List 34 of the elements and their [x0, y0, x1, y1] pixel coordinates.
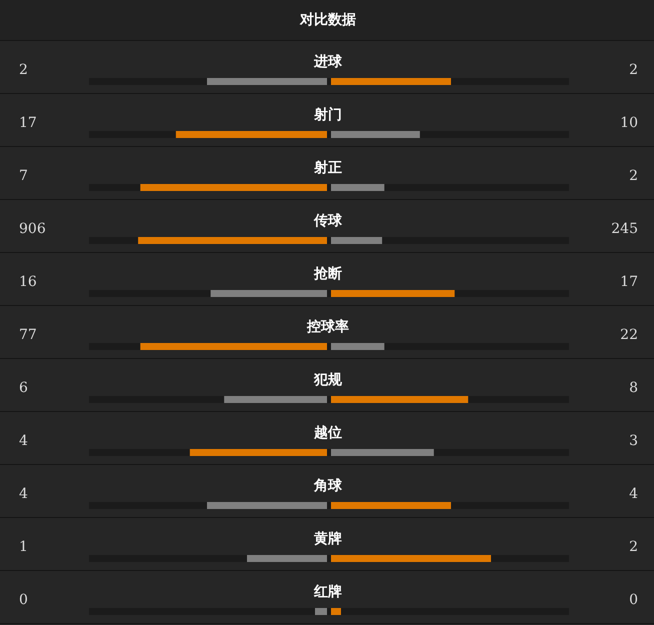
category-label: 控球率 — [306, 318, 349, 335]
category-label: 抢断 — [313, 266, 342, 282]
data-label: 2 — [629, 62, 638, 78]
data-label: 16 — [19, 274, 37, 290]
category-label: 红牌 — [313, 584, 342, 600]
data-label: 0 — [19, 592, 28, 608]
data-label: 4 — [629, 486, 638, 502]
data-label: 4 — [19, 486, 28, 502]
data-label: 10 — [620, 115, 638, 131]
data-label: 4 — [19, 433, 28, 449]
category-label: 射正 — [313, 160, 342, 176]
data-label: 2 — [629, 539, 638, 555]
data-label: 2 — [629, 168, 638, 184]
data-label: 77 — [19, 327, 37, 343]
data-label: 1 — [19, 539, 28, 555]
data-label: 6 — [19, 380, 28, 396]
data-label: 3 — [629, 433, 638, 449]
category-label: 射门 — [313, 106, 342, 123]
data-label: 245 — [611, 221, 638, 237]
text: 对比数据 — [299, 12, 356, 28]
data-label: 17 — [19, 115, 37, 131]
data-label: 0 — [629, 592, 638, 608]
data-label: 906 — [19, 221, 46, 237]
data-label: 17 — [620, 274, 638, 290]
category-label: 越位 — [313, 425, 342, 441]
category-label: 角球 — [313, 478, 343, 494]
category-label: 进球 — [313, 54, 343, 70]
data-label: 7 — [19, 168, 28, 184]
data-label: 8 — [629, 380, 638, 396]
category-label: 传球 — [313, 213, 343, 229]
data-label: 2 — [19, 62, 28, 78]
category-label: 黄牌 — [313, 531, 342, 547]
data-label: 22 — [620, 327, 638, 343]
category-label: 犯规 — [313, 372, 343, 388]
